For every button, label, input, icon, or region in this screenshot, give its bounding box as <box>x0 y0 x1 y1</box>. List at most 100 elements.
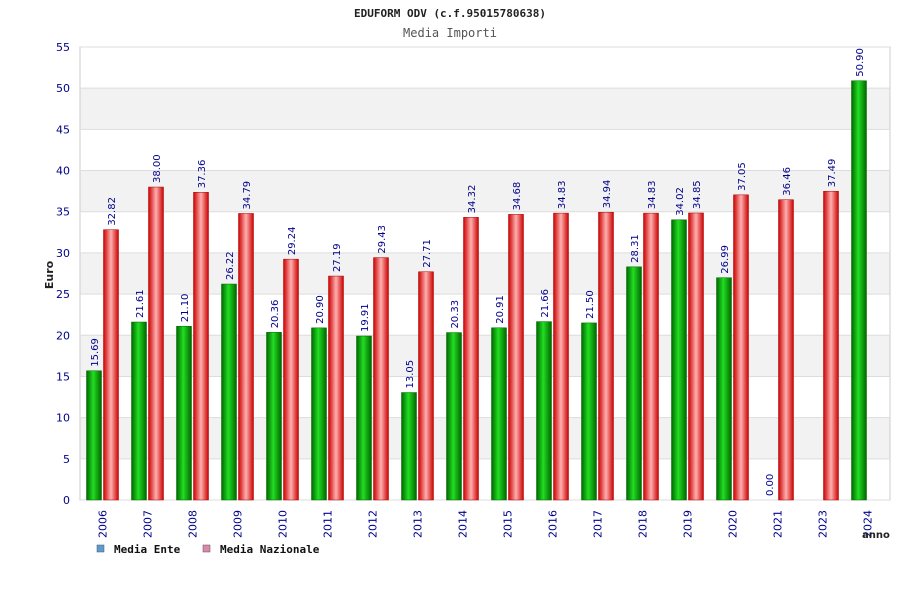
x-tick-label: 2012 <box>367 510 380 538</box>
grid-band <box>80 47 890 89</box>
bar <box>598 211 614 501</box>
y-tick-label: 15 <box>56 370 70 383</box>
grid-band <box>80 252 890 295</box>
data-label: 0.00 <box>765 474 776 496</box>
x-tick-label: 2016 <box>547 510 560 538</box>
bar <box>463 217 479 501</box>
data-label: 34.94 <box>602 180 613 209</box>
bar <box>581 322 597 501</box>
x-tick-label: 2010 <box>277 510 290 538</box>
bar <box>311 327 327 501</box>
y-tick-label: 25 <box>56 288 70 301</box>
y-tick-label: 55 <box>56 41 70 54</box>
bar <box>148 186 164 501</box>
bar <box>626 266 642 501</box>
legend-swatch <box>96 544 105 553</box>
grid-band <box>80 129 890 171</box>
x-tick-label: 2020 <box>727 510 740 538</box>
bar <box>643 212 659 501</box>
bar <box>328 275 344 501</box>
bar <box>238 213 254 501</box>
data-label: 15.69 <box>90 338 101 367</box>
bar <box>221 283 237 501</box>
data-label: 20.91 <box>495 295 506 324</box>
y-tick-label: 50 <box>56 82 70 95</box>
bar <box>823 190 839 501</box>
x-axis-ticks: 2006 2007 2008 2009 2010 2011 2012 2013 2014 2015… <box>97 510 875 538</box>
y-axis-ticks: 0 5 10 15 20 25 30 35 40 45 50 55 <box>56 41 70 507</box>
bar <box>373 257 389 501</box>
x-tick-label: 2007 <box>142 510 155 538</box>
bar <box>283 258 299 501</box>
grid-band <box>80 335 890 377</box>
x-tick-label: 2015 <box>502 510 515 538</box>
data-label: 21.50 <box>585 290 596 319</box>
x-axis-label: anno <box>862 530 890 541</box>
data-label: 34.68 <box>512 182 523 211</box>
grid-band <box>80 417 890 459</box>
x-tick-label: 2021 <box>772 510 785 538</box>
data-label: 34.83 <box>557 180 568 209</box>
data-label: 34.85 <box>692 180 703 209</box>
bar <box>176 325 192 501</box>
bar <box>401 392 417 501</box>
bar <box>716 277 732 501</box>
legend: Media Ente Media Nazionale <box>96 543 320 556</box>
y-tick-label: 35 <box>56 206 70 219</box>
data-label: 27.71 <box>422 239 433 268</box>
data-label: 21.66 <box>540 289 551 318</box>
bar <box>851 80 867 501</box>
y-axis-label: Euro <box>43 260 56 289</box>
data-label: 29.24 <box>287 227 298 256</box>
y-tick-label: 0 <box>63 494 70 507</box>
bar <box>193 192 209 501</box>
data-label: 34.32 <box>467 185 478 214</box>
y-tick-label: 5 <box>63 453 70 466</box>
data-label: 50.90 <box>855 48 866 77</box>
bar <box>536 321 552 501</box>
data-label: 26.22 <box>225 251 236 280</box>
data-label: 20.36 <box>270 300 281 329</box>
bar <box>266 332 282 501</box>
bar <box>446 332 462 501</box>
legend-label: Media Nazionale <box>220 543 320 556</box>
x-tick-label: 2017 <box>592 510 605 538</box>
bars: 15.69 32.82 21.61 38.00 21.10 37.36 26.22 34.79… <box>86 48 867 501</box>
data-label: 21.61 <box>135 289 146 318</box>
bar <box>733 194 749 501</box>
y-tick-label: 30 <box>56 247 70 260</box>
bar <box>418 271 434 501</box>
x-tick-label: 2018 <box>637 510 650 538</box>
data-label: 29.43 <box>377 225 388 254</box>
data-label: 34.83 <box>647 180 658 209</box>
grid-band <box>80 88 890 130</box>
data-label: 34.02 <box>675 187 686 216</box>
legend-swatch <box>202 544 211 553</box>
data-label: 20.90 <box>315 295 326 324</box>
chart-subtitle: Media Importi <box>403 26 497 40</box>
x-tick-label: 2024 <box>862 510 875 538</box>
data-label: 26.99 <box>720 245 731 274</box>
grid-band <box>80 458 890 500</box>
bar <box>356 335 372 501</box>
data-label: 37.36 <box>197 160 208 189</box>
grid-bands <box>79 46 891 501</box>
chart-title: EDUFORM ODV (c.f.95015780638) <box>354 7 546 20</box>
data-label: 27.19 <box>332 243 343 272</box>
bar <box>86 370 102 501</box>
x-tick-label: 2008 <box>187 510 200 538</box>
y-tick-label: 10 <box>56 412 70 425</box>
y-tick-label: 45 <box>56 123 70 136</box>
data-label: 19.91 <box>360 303 371 332</box>
data-label: 37.49 <box>827 159 838 188</box>
grid-band <box>80 294 890 336</box>
bar <box>103 229 119 501</box>
data-label: 38.00 <box>152 154 163 183</box>
data-label: 32.82 <box>107 197 118 226</box>
data-label: 37.05 <box>737 162 748 191</box>
x-tick-label: 2019 <box>682 510 695 538</box>
y-tick-label: 20 <box>56 329 70 342</box>
x-tick-label: 2013 <box>412 510 425 538</box>
